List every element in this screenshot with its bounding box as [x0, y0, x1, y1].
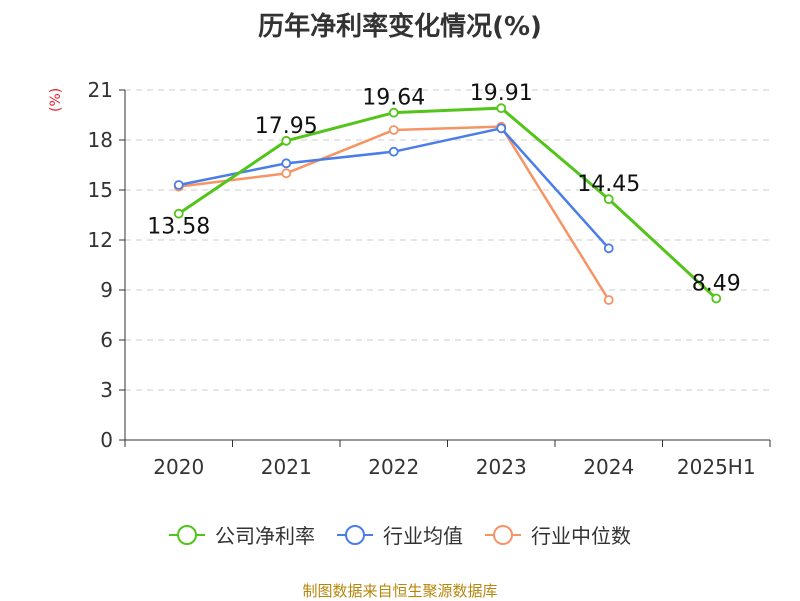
y-tick-label: 3 — [100, 378, 113, 402]
legend-label-industry-mean: 行业均值 — [383, 524, 463, 548]
x-tick-label: 2020 — [153, 455, 204, 479]
data-point — [603, 194, 614, 205]
data-point — [388, 107, 399, 118]
data-label: 13.58 — [147, 215, 210, 240]
data-point — [388, 146, 399, 157]
x-tick-label: 2024 — [583, 455, 634, 479]
x-tick-label: 2025H1 — [677, 455, 756, 479]
series-line-0 — [177, 106, 718, 300]
data-point — [281, 158, 292, 169]
x-tick-label: 2023 — [476, 455, 527, 479]
y-tick-label: 9 — [100, 278, 113, 302]
legend-label-industry-median: 行业中位数 — [531, 524, 631, 548]
y-tick-label: 21 — [88, 78, 113, 102]
data-point — [496, 103, 507, 114]
data-label: 19.64 — [362, 86, 425, 111]
legend-item-company[interactable]: 公司净利率 — [169, 520, 315, 549]
y-tick-label: 6 — [100, 328, 113, 352]
y-tick-label: 12 — [88, 228, 113, 252]
legend-marker-industry-mean — [337, 524, 373, 546]
data-point — [603, 243, 614, 254]
data-label: 8.49 — [692, 272, 741, 297]
y-tick-label: 18 — [88, 128, 113, 152]
y-tick-label: 15 — [88, 178, 113, 202]
data-label: 14.45 — [577, 172, 640, 197]
x-tick-label: 2021 — [261, 455, 312, 479]
chart-legend: 公司净利率 行业均值 行业中位数 — [0, 520, 800, 549]
data-point — [281, 168, 292, 179]
x-tick-label: 2022 — [368, 455, 419, 479]
data-label: 19.91 — [470, 81, 533, 106]
data-point — [496, 123, 507, 134]
y-tick-label: 0 — [100, 428, 113, 452]
data-point — [173, 208, 184, 219]
legend-marker-company — [169, 524, 205, 546]
data-point — [173, 180, 184, 190]
legend-marker-industry-median — [485, 524, 521, 546]
data-point — [603, 295, 614, 305]
legend-label-company: 公司净利率 — [215, 524, 315, 548]
legend-item-industry-mean[interactable]: 行业均值 — [337, 520, 463, 549]
legend-item-industry-median[interactable]: 行业中位数 — [485, 520, 631, 549]
chart-title: 历年净利率变化情况(%) — [258, 12, 542, 42]
data-point — [711, 293, 722, 304]
data-label: 17.95 — [255, 114, 318, 139]
data-point — [388, 125, 399, 135]
data-point — [281, 135, 292, 146]
data-source-note: 制图数据来自恒生聚源数据库 — [302, 582, 498, 600]
